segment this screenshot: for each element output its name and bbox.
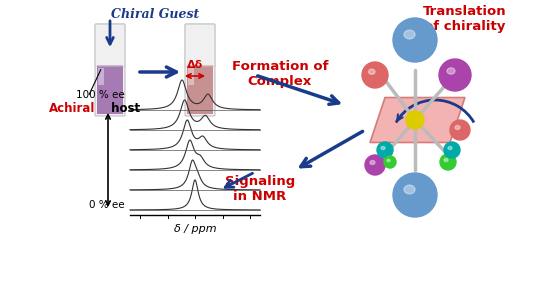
Bar (187, 64, 213, 114)
Bar (98, 68, 103, 85)
Ellipse shape (447, 68, 455, 74)
Ellipse shape (404, 185, 415, 194)
Ellipse shape (440, 154, 456, 170)
Ellipse shape (387, 159, 390, 162)
Text: Formation of
Complex: Formation of Complex (232, 60, 328, 88)
Text: δ / ppm: δ / ppm (174, 224, 216, 234)
Text: 100 % ee: 100 % ee (76, 90, 125, 100)
Ellipse shape (370, 160, 375, 164)
FancyBboxPatch shape (95, 24, 125, 116)
Text: Chiral Guest: Chiral Guest (111, 8, 199, 21)
Text: Signaling
in NMR: Signaling in NMR (225, 175, 295, 203)
Text: Δδ: Δδ (187, 60, 203, 70)
Ellipse shape (393, 18, 437, 62)
Text: host: host (107, 102, 140, 115)
Ellipse shape (444, 142, 460, 158)
Ellipse shape (439, 59, 471, 91)
Ellipse shape (455, 126, 460, 130)
Polygon shape (370, 97, 465, 142)
Ellipse shape (362, 62, 388, 88)
Ellipse shape (444, 158, 448, 162)
Ellipse shape (406, 111, 424, 129)
Text: Translation
of chirality: Translation of chirality (423, 5, 507, 33)
Ellipse shape (448, 146, 452, 150)
FancyBboxPatch shape (185, 24, 215, 116)
Ellipse shape (368, 69, 375, 74)
Text: Achiral: Achiral (49, 102, 95, 115)
Ellipse shape (450, 120, 470, 140)
Ellipse shape (404, 30, 415, 39)
FancyBboxPatch shape (185, 24, 215, 66)
Ellipse shape (384, 156, 396, 168)
Ellipse shape (377, 142, 393, 158)
Ellipse shape (393, 173, 437, 217)
Text: 0 % ee: 0 % ee (89, 200, 125, 210)
Ellipse shape (365, 155, 385, 175)
FancyBboxPatch shape (95, 24, 125, 66)
Ellipse shape (381, 146, 385, 150)
Bar (188, 68, 194, 85)
Bar (97, 64, 123, 114)
